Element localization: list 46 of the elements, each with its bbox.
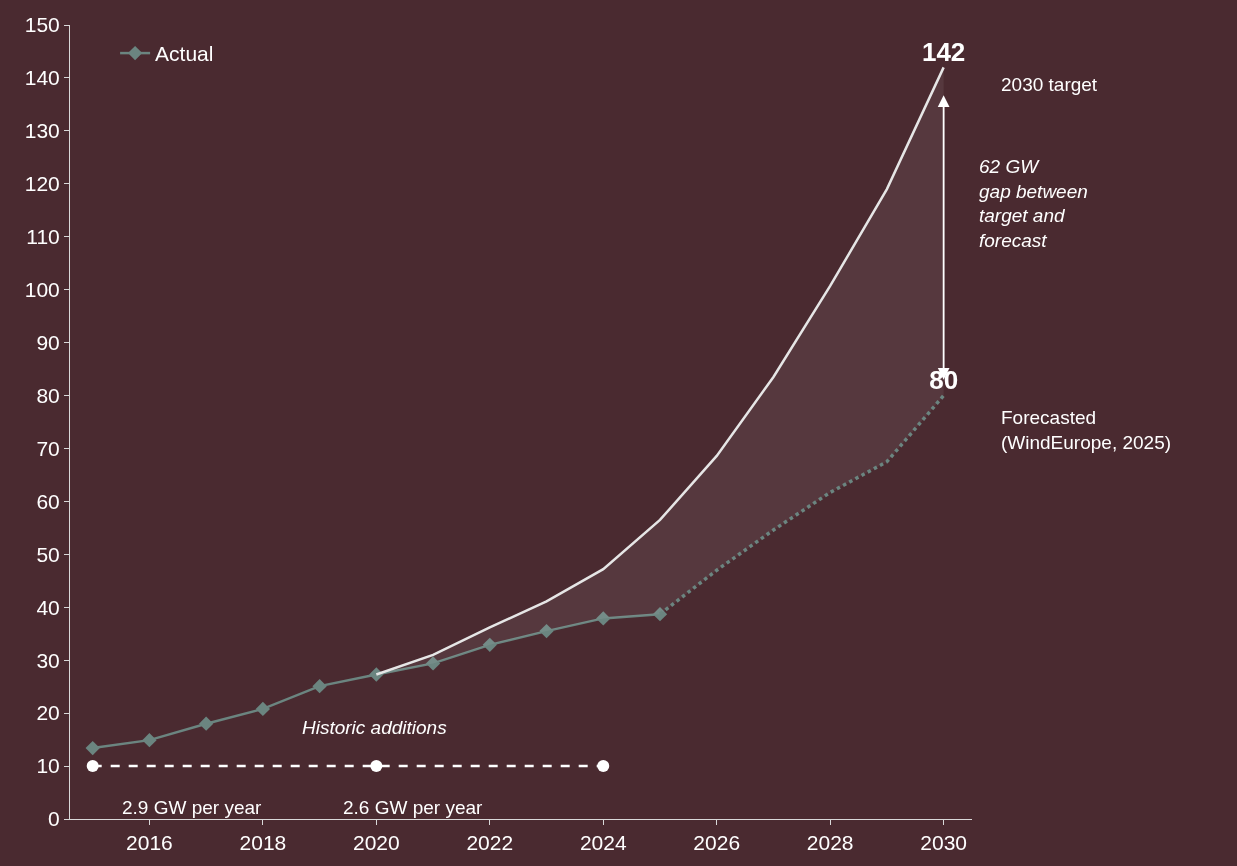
x-tick-label: 2022 [466,831,514,855]
point [312,678,327,694]
y-tick-label: 130 [24,119,60,143]
x-tick-label: 2020 [352,831,400,855]
y-tick-label: 0 [48,807,60,831]
y-tick-label: 60 [36,489,60,513]
point [142,732,157,748]
annotation: 2.9 GW per year [122,797,263,818]
point [652,607,668,622]
y-tick-label: 40 [36,595,60,619]
x-tick-label: 2026 [693,831,741,855]
annotation: 2.6 GW per year [343,797,484,818]
point [597,760,610,773]
y-tick-label: 100 [24,278,60,302]
y-tick-label: 50 [36,542,60,566]
x-tick-label: 2030 [920,831,967,855]
text: Forecasted (WindEurope, 2025) [1001,407,1172,453]
point [596,611,611,626]
point [85,740,100,756]
y-tick-label: 10 [36,754,60,778]
y-tick-label: 110 [26,225,60,249]
y-tick-label: 80 [36,383,60,407]
x-tick-label: 2024 [579,831,627,855]
point [255,701,271,717]
point [425,656,441,671]
annotation: Historic additions [302,717,448,738]
text: 62 GW gap between target and forecast [979,156,1088,252]
y-tick-label: 30 [36,648,60,672]
y-tick-label: 140 [24,66,60,90]
point [199,716,214,731]
y-tick-label: 150 [24,13,60,37]
x-tick-label: 2018 [239,831,287,855]
y-tick-label: 20 [36,701,60,725]
y-tick-label: 90 [36,330,60,354]
x-tick-label: 2028 [806,831,854,855]
text: 2030 target [1001,74,1098,95]
point [370,760,383,773]
point [539,623,554,639]
y-tick-label: 120 [24,172,60,196]
x-tick-label: 2016 [126,831,173,855]
point [86,760,99,773]
y-tick-label: 70 [36,436,60,460]
point [482,637,497,652]
data-label: 142 [921,36,966,67]
data-label: 80 [929,365,959,396]
legend-label: Actual [155,42,214,66]
